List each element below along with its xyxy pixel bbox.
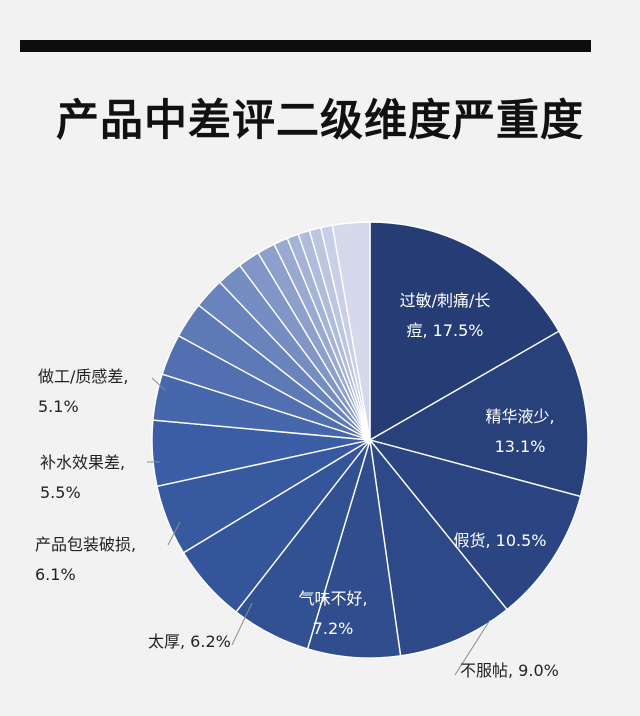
pie-slice [368, 330, 589, 498]
slice-label: 太厚, 6.2% [148, 632, 231, 651]
slice-label-line: 产品包装破损, [35, 535, 136, 554]
slice-label: 假货, 10.5% [453, 531, 546, 550]
top-rule [20, 40, 591, 52]
leader-line [454, 619, 491, 676]
slice-label-line: 5.1% [38, 397, 79, 416]
leader-line [167, 521, 181, 546]
leader-line [151, 377, 166, 391]
slice-label-line: 不服帖, 9.0% [460, 661, 559, 680]
pie-slice [368, 438, 582, 611]
slice-label-line: 气味不好, [298, 589, 367, 608]
slice-label-line: 假货, 10.5% [453, 531, 546, 550]
slice-label-line: 过敏/刺痛/长 [400, 291, 491, 310]
pie-slice [331, 221, 371, 441]
slice-label-line: 7.2% [313, 619, 354, 638]
slice-label-line: 精华液少, [485, 407, 554, 426]
chart-title: 产品中差评二级维度严重度 [56, 96, 584, 146]
slice-label-line: 太厚, 6.2% [148, 632, 231, 651]
pie-slice [369, 221, 560, 442]
pie-slice [368, 437, 509, 657]
slice-label-line: 13.1% [495, 437, 546, 456]
slice-label: 过敏/刺痛/长痘, 17.5% [400, 291, 491, 340]
slice-label-line: 补水效果差, [40, 453, 125, 472]
leader-line [231, 602, 253, 646]
slice-label: 不服帖, 9.0% [460, 661, 559, 680]
slice-label: 气味不好, 7.2% [298, 589, 367, 638]
slice-label: 精华液少, 13.1% [485, 407, 554, 456]
slice-label-line: 做工/质感差, [38, 367, 128, 386]
slice-label: 产品包装破损, 6.1% [35, 535, 136, 584]
slice-label-line: 痘, 17.5% [406, 321, 483, 340]
slice-label: 补水效果差, 5.5% [40, 453, 125, 502]
slice-label-line: 5.5% [40, 483, 81, 502]
slice-label-line: 6.1% [35, 565, 76, 584]
slice-label: 做工/质感差, 5.1% [38, 367, 128, 416]
